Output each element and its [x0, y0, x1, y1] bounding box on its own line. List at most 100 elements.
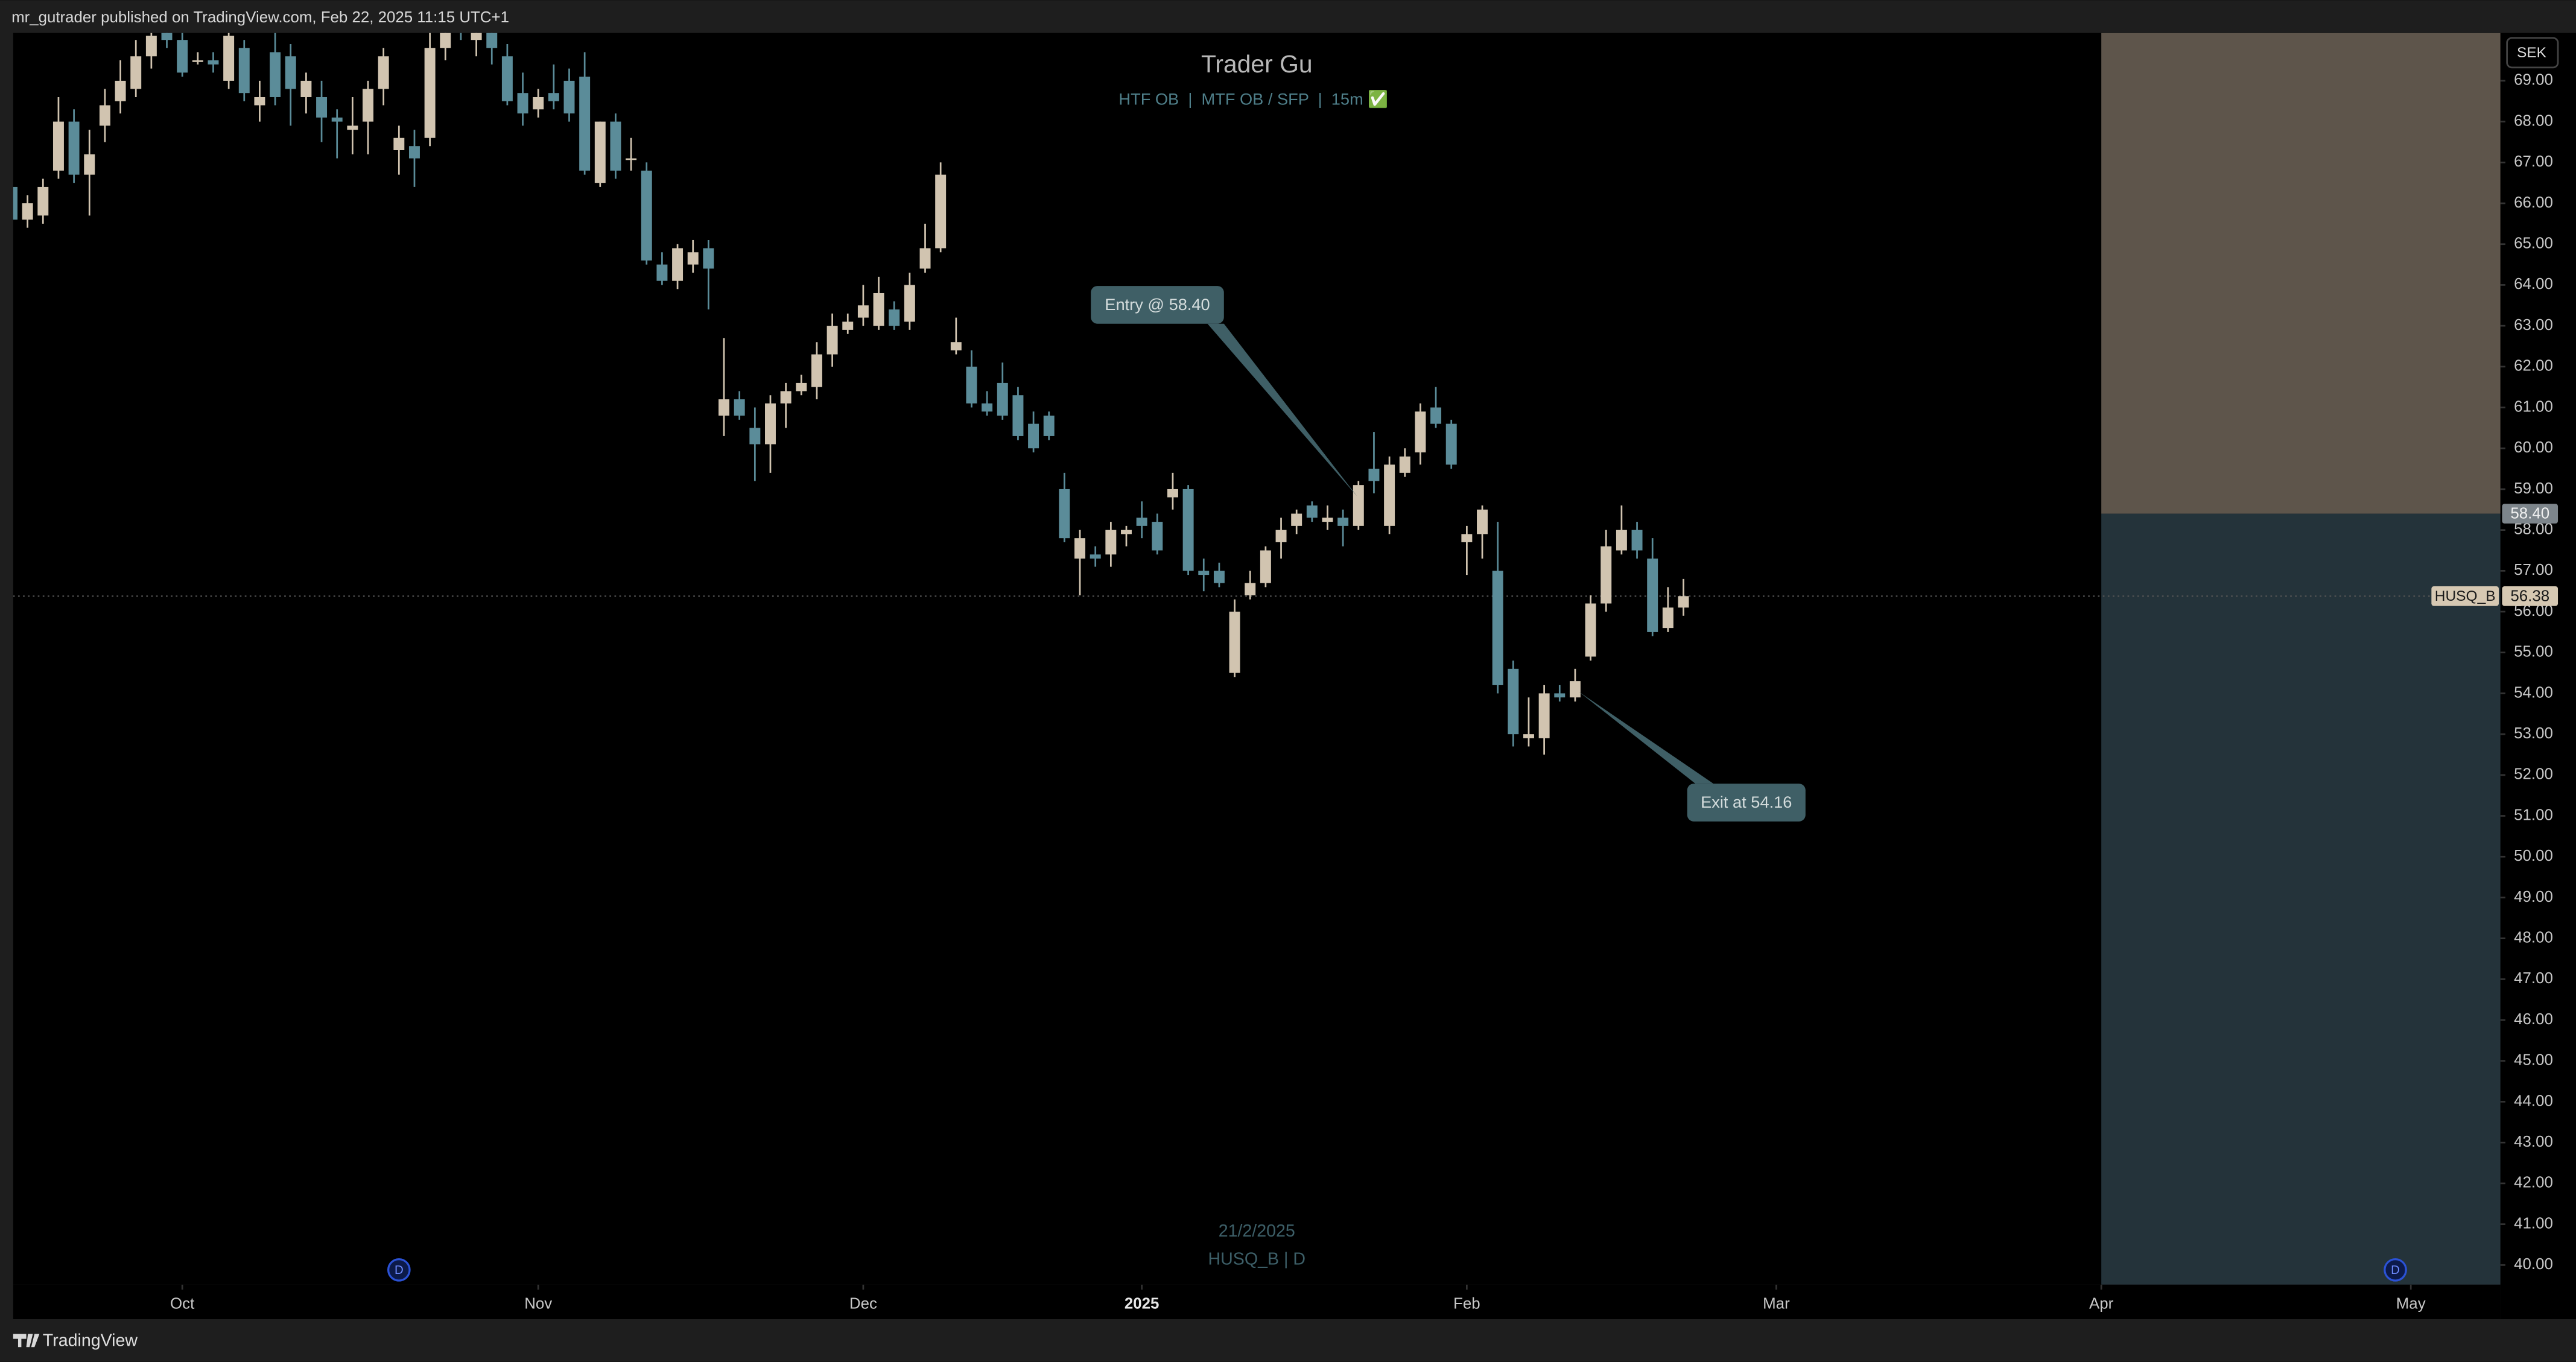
candle-body [145, 36, 157, 57]
candle-body [1492, 571, 1503, 685]
candle [997, 363, 1008, 420]
candle [1074, 530, 1086, 595]
candle-body [641, 170, 652, 261]
candle-body [270, 52, 281, 97]
y-tick-label: 54.00 [2514, 684, 2553, 701]
candle-body [1260, 550, 1271, 583]
candle-body [950, 342, 962, 350]
callout-pointer [1207, 323, 1357, 496]
candle-body [84, 154, 95, 175]
candle-body [734, 399, 745, 416]
candle [982, 391, 993, 416]
y-tick-label: 66.00 [2514, 194, 2553, 211]
candle-body [424, 48, 436, 138]
candle [1492, 522, 1503, 694]
candle [486, 33, 498, 65]
candle-body [254, 97, 265, 106]
candle [84, 130, 95, 216]
candle [270, 33, 281, 106]
candle-body [966, 366, 977, 404]
candle [626, 138, 637, 171]
y-tick-label: 59.00 [2514, 480, 2553, 497]
y-tick-label: 62.00 [2514, 358, 2553, 375]
candle-body [919, 248, 931, 269]
y-tick-label: 42.00 [2514, 1174, 2553, 1191]
candle-body [626, 158, 637, 160]
candle-body [192, 60, 203, 62]
candle-body [1198, 571, 1210, 575]
y-tick-label: 45.00 [2514, 1052, 2553, 1069]
candle [1260, 546, 1271, 588]
candle [1616, 505, 1627, 555]
candle-body [1337, 518, 1349, 526]
price-label-box [2502, 586, 2559, 606]
candle-body [99, 105, 110, 126]
candle [1508, 660, 1519, 747]
candle-body [1353, 485, 1364, 526]
event-marker[interactable]: D [2384, 1258, 2407, 1282]
candle [826, 313, 838, 367]
candle-body [115, 80, 126, 101]
candle-body [471, 33, 482, 40]
candle [408, 130, 420, 187]
candle [501, 43, 513, 106]
y-tick-label: 50.00 [2514, 847, 2553, 864]
candle-body [610, 121, 621, 171]
candle [563, 68, 575, 122]
candle-body [1275, 530, 1287, 542]
tradingview-logo[interactable]: TradingView [13, 1331, 138, 1350]
candle [610, 113, 621, 179]
candle-body [393, 138, 405, 150]
candle [68, 109, 80, 183]
candle-body [1182, 489, 1194, 571]
symbol-label: HUSQ_B [2435, 588, 2496, 604]
candle-body [826, 326, 838, 355]
candle-body [889, 309, 900, 326]
x-tick-label: Dec [849, 1295, 877, 1312]
candle [517, 72, 528, 126]
candle [703, 239, 714, 310]
event-marker-label: D [395, 1264, 404, 1277]
currency[interactable]: SEK [2517, 45, 2547, 61]
candle [1012, 387, 1024, 440]
event-marker[interactable]: D [387, 1258, 411, 1282]
candle-body [1059, 489, 1070, 539]
x-tick-label: Oct [170, 1295, 194, 1312]
candle-body [1074, 538, 1086, 559]
candle [424, 33, 436, 147]
symbol-label-box [2431, 586, 2499, 606]
candle [719, 338, 730, 436]
candle-body [1600, 546, 1612, 604]
event-marker-circle [2384, 1258, 2407, 1282]
candle-body [1043, 416, 1055, 436]
callout: Entry @ 58.40 [1091, 286, 1357, 496]
candle-body [223, 36, 235, 81]
candle [889, 301, 900, 330]
candle [99, 89, 110, 142]
candle [672, 244, 684, 290]
target-zone [2101, 513, 2501, 1285]
candle [1445, 419, 1457, 469]
candle-body [719, 399, 730, 416]
candle-body [1616, 530, 1627, 551]
candle [950, 317, 962, 355]
callout-text: Entry @ 58.40 [1105, 295, 1210, 314]
y-tick-label: 68.00 [2514, 112, 2553, 129]
candle-body [68, 121, 80, 175]
candle [1384, 456, 1395, 534]
candle [1647, 538, 1658, 636]
candle [52, 97, 64, 179]
candle-body [347, 125, 358, 130]
candle-body [594, 121, 606, 183]
candle [548, 64, 559, 110]
candle-body [873, 293, 884, 326]
candle [687, 239, 699, 273]
candle-body [331, 117, 343, 122]
candle-body [857, 305, 869, 318]
currency-box[interactable] [2506, 37, 2559, 69]
candle-body [13, 186, 17, 220]
y-tick-label: 51.00 [2514, 806, 2553, 823]
candle-body [1245, 583, 1256, 595]
candle-body [842, 321, 854, 330]
candle-body [796, 382, 807, 391]
